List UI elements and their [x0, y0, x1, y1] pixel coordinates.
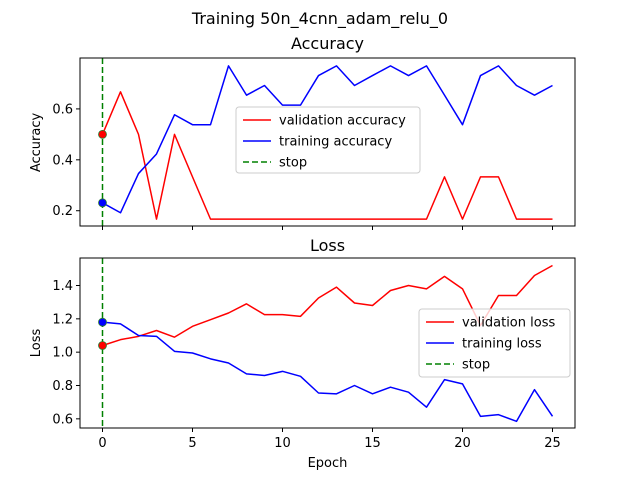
validation-accuracy-stop-marker [98, 129, 107, 139]
accuracy-ytick-label: 0.4 [52, 153, 73, 168]
loss-xtick-label: 0 [98, 436, 106, 451]
loss-ytick-label: 1.4 [52, 279, 73, 294]
accuracy-legend: validation accuracy training accuracy stop [235, 106, 421, 174]
loss-xtick-label: 25 [544, 436, 561, 451]
loss-xtick-label: 20 [454, 436, 471, 451]
accuracy-title: Accuracy [291, 34, 364, 53]
validation-loss-stop-marker [98, 341, 107, 350]
loss-xlabel: Epoch [308, 456, 348, 471]
loss-ytick-label: 0.6 [52, 412, 73, 427]
loss-ytick-label: 1.0 [52, 346, 73, 361]
loss-ytick-label: 0.8 [52, 379, 73, 394]
accuracy-ytick-label: 0.6 [52, 102, 73, 117]
accuracy-plot-frame [79, 57, 576, 227]
loss-ytick-label: 1.2 [52, 312, 73, 327]
loss-xtick-label: 10 [274, 436, 291, 451]
loss-legend-box [418, 308, 571, 378]
loss-title: Loss [310, 236, 345, 255]
loss-xtick-label: 5 [188, 436, 196, 451]
validation-accuracy-line [101, 91, 553, 220]
stop-legend-label: stop [279, 156, 307, 171]
loss-ticks: 0.6 0.8 1.0 1.2 1.4 0 5 10 15 20 25 [52, 279, 560, 451]
accuracy-ticks: 0.2 0.4 0.6 [52, 102, 553, 230]
stop-legend-label: stop [462, 358, 490, 373]
figure-suptitle: Training 50n_4cnn_adam_relu_0 [191, 9, 448, 29]
training-accuracy-legend-label: training accuracy [279, 135, 392, 150]
loss-plot-frame [79, 257, 576, 429]
accuracy-ylabel: Accuracy [29, 113, 44, 173]
training-accuracy-line [102, 65, 553, 214]
loss-xtick-label: 15 [364, 436, 381, 451]
loss-ylabel: Loss [29, 329, 44, 358]
accuracy-ytick-label: 0.2 [52, 204, 73, 219]
training-accuracy-stop-marker [98, 198, 107, 208]
validation-accuracy-legend-label: validation accuracy [279, 114, 406, 129]
loss-legend: validation loss training loss stop [418, 308, 571, 378]
training-loss-line [102, 321, 554, 423]
accuracy-lines [98, 58, 553, 226]
training-loss-stop-marker [98, 317, 107, 327]
loss-panel: Loss Loss Epoch 0.6 0.8 1.0 1.2 1.4 0 5 10 15 20 2… [29, 236, 576, 471]
validation-loss-legend-label: validation loss [462, 316, 555, 331]
training-loss-legend-label: training loss [462, 337, 542, 352]
accuracy-legend-box [235, 106, 421, 174]
accuracy-panel: Accuracy Accuracy 0.2 0.4 0.6 validation a… [29, 34, 576, 230]
